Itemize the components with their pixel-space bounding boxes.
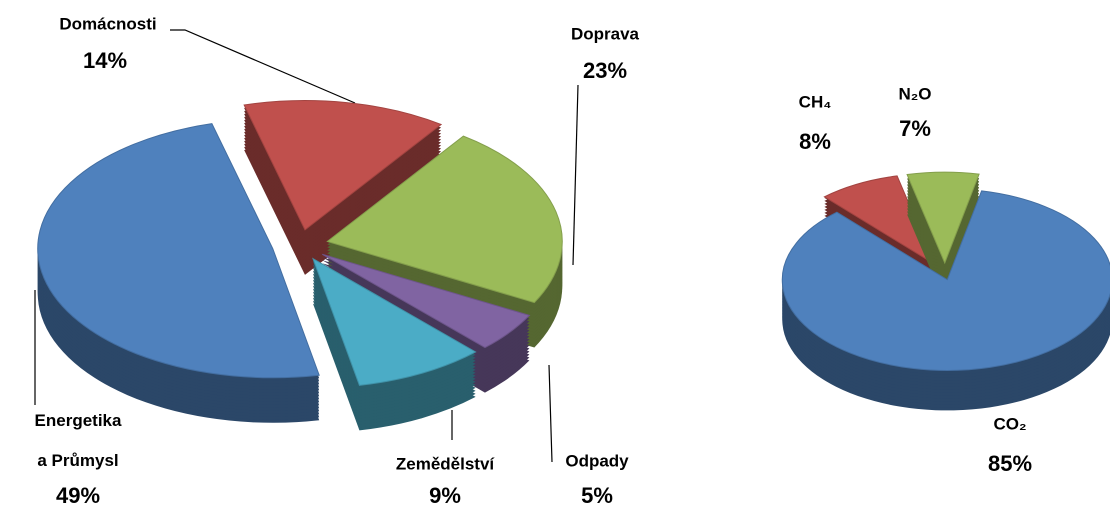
leader-line bbox=[572, 84, 579, 266]
slice-top bbox=[781, 190, 1110, 371]
category-label: Zemědělství bbox=[396, 454, 496, 473]
slice-top bbox=[823, 175, 936, 266]
pie-slice bbox=[243, 100, 443, 275]
value-label: 49% bbox=[56, 483, 100, 508]
slice-top bbox=[37, 123, 320, 379]
value-label: 85% bbox=[988, 451, 1032, 476]
pie-slice bbox=[326, 135, 563, 348]
category-label: Odpady bbox=[565, 451, 629, 470]
category-label: CO₂ bbox=[993, 414, 1026, 433]
value-label: 7% bbox=[899, 116, 931, 141]
category-label: CH₄ bbox=[799, 92, 832, 111]
category-label: Domácnosti bbox=[59, 14, 156, 33]
leader-line bbox=[170, 29, 356, 104]
category-label: Energetika a Průmysl bbox=[35, 411, 122, 470]
slice-top bbox=[326, 135, 563, 304]
pie-slice bbox=[781, 190, 1110, 411]
category-label: N₂O bbox=[898, 84, 931, 103]
slice-top bbox=[312, 257, 477, 386]
slice-top bbox=[243, 100, 443, 231]
category-label: Doprava bbox=[571, 24, 640, 43]
slice-top bbox=[322, 253, 531, 349]
pie-slice bbox=[906, 171, 980, 303]
pie-slice bbox=[37, 123, 320, 423]
leader-line bbox=[548, 364, 553, 463]
value-label: 5% bbox=[581, 483, 613, 508]
value-label: 23% bbox=[583, 58, 627, 83]
value-label: 9% bbox=[429, 483, 461, 508]
value-label: 14% bbox=[83, 48, 127, 73]
pie-slice bbox=[312, 257, 477, 431]
value-label: 8% bbox=[799, 129, 831, 154]
slice-top bbox=[906, 171, 980, 265]
